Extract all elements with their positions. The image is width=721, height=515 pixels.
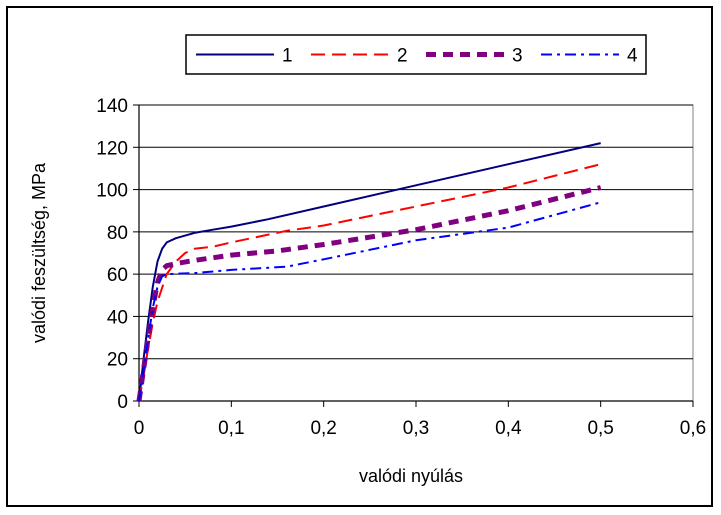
x-tick-label: 0,3 <box>403 418 429 439</box>
y-tick-label: 20 <box>107 350 128 371</box>
chart-frame: 0 20 40 60 80 100 120 140 0 0,1 0,2 0,3 0,4 0,5 0,6 val… <box>6 6 713 507</box>
x-tick-label: 0,5 <box>587 418 613 439</box>
x-tick-label: 0,4 <box>495 418 522 439</box>
plot-area <box>138 104 694 402</box>
y-tick-label: 80 <box>107 223 128 244</box>
legend-label-4: 4 <box>627 46 638 67</box>
y-tick-label: 120 <box>96 138 128 159</box>
y-axis-title: valódi feszültség, MPa <box>29 162 49 343</box>
line-chart: 0 20 40 60 80 100 120 140 0 0,1 0,2 0,3 0,4 0,5 0,6 val… <box>29 34 706 486</box>
x-tick-label: 0 <box>134 418 145 439</box>
x-tick-label: 0,1 <box>218 418 244 439</box>
series-line-2 <box>138 163 601 402</box>
y-tick-label: 0 <box>117 392 128 413</box>
y-tick-label: 40 <box>107 307 128 328</box>
x-tick-label: 0,2 <box>310 418 336 439</box>
y-tick-label: 140 <box>96 96 128 117</box>
x-tick-label: 0,6 <box>680 418 706 439</box>
legend-label-1: 1 <box>282 46 293 67</box>
legend-label-2: 2 <box>397 46 408 67</box>
legend-label-3: 3 <box>512 46 523 67</box>
y-tick-label: 60 <box>107 265 128 286</box>
series-line-1 <box>138 142 601 402</box>
x-axis-title: valódi nyúlás <box>359 466 463 486</box>
series-line-4 <box>138 201 601 402</box>
y-tick-label: 100 <box>96 181 128 202</box>
